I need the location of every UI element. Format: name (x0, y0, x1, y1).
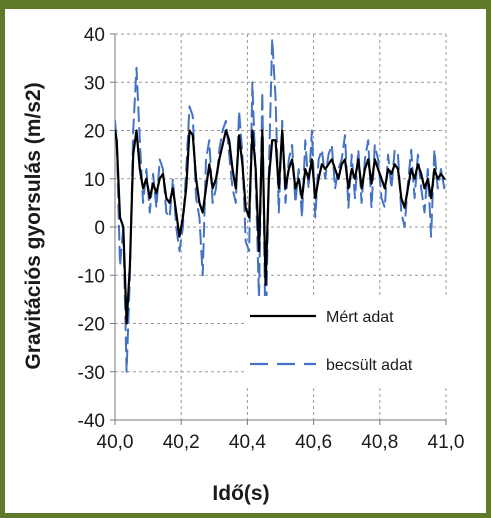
series-line-estimated (115, 37, 446, 373)
y-tick-label: -20 (78, 315, 105, 336)
y-axis-title: Gravitációs gyorsulás (m/s2) (22, 82, 45, 369)
y-tick-label: 10 (84, 170, 105, 191)
y-tick-label: -10 (78, 266, 105, 287)
y-tick-label: 0 (94, 218, 105, 239)
series-line-measured (115, 129, 446, 325)
x-tick-label: 40,6 (295, 432, 332, 453)
plot-axes (110, 33, 447, 425)
y-tick-label: 30 (84, 73, 105, 94)
y-tick-label: 20 (84, 122, 105, 143)
legend: Mért adat becsült adat (244, 296, 450, 386)
legend-label-estimated: becsült adat (326, 357, 413, 374)
series-lines (115, 37, 446, 373)
x-tick-label: 40,8 (361, 432, 398, 453)
x-tick-label: 40,2 (163, 432, 200, 453)
x-tick-label: 40,0 (97, 432, 134, 453)
x-tick-label: 41,0 (428, 432, 465, 453)
y-tick-label: 40 (84, 25, 105, 46)
legend-label-measured: Mért adat (326, 309, 394, 326)
y-tick-labels: 40 30 20 10 0 -10 -20 -30 -40 (78, 25, 105, 432)
x-tick-label: 40,4 (229, 432, 266, 453)
x-tick-labels: 40,0 40,2 40,4 40,6 40,8 41,0 (97, 432, 465, 453)
y-tick-label: -40 (78, 411, 105, 432)
x-axis-title: Idő(s) (212, 482, 269, 505)
legend-background (244, 296, 450, 386)
y-tick-label: -30 (78, 363, 105, 384)
